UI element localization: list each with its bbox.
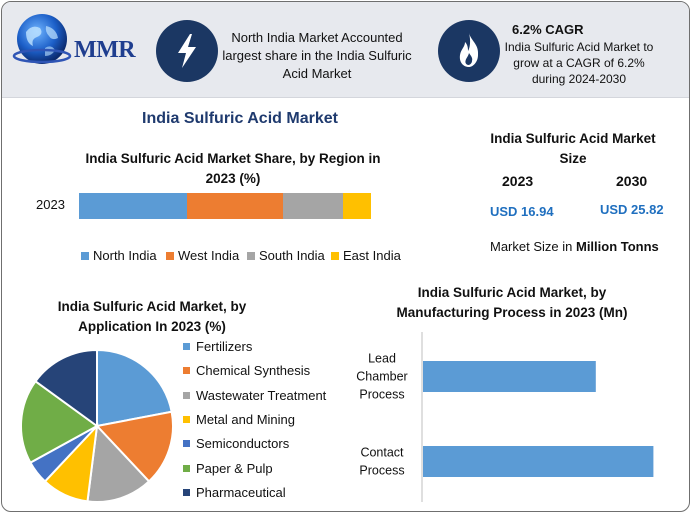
mmr-logo: MMR	[12, 8, 142, 70]
main-title: India Sulfuric Acid Market	[142, 110, 338, 127]
header-band: MMR North India Market Accounted largest…	[2, 2, 689, 98]
legend-swatch	[166, 251, 174, 260]
legend-label: Wastewater Treatment	[196, 387, 327, 403]
cagr-text: India Sulfuric Acid Market to grow at a …	[504, 40, 654, 86]
lightning-bolt-icon	[156, 20, 218, 82]
region-bar-segment-south-india	[283, 193, 343, 219]
region-bar-segment-west-india	[187, 193, 283, 219]
pie-legend-item-fertilizers: Fertilizers	[183, 339, 252, 354]
process-chart-title: India Sulfuric Acid Market, by Manufactu…	[396, 285, 628, 320]
size-unit-prefix: Market Size in	[490, 239, 576, 254]
legend-label: Metal and Mining	[196, 411, 295, 427]
legend-label: West India	[178, 248, 240, 263]
size-year-2030: 2030	[616, 173, 648, 189]
pie-legend-item-paper-pulp: Paper & Pulp	[183, 461, 273, 476]
region-stacked-bar	[79, 193, 371, 219]
legend-label: Paper & Pulp	[196, 460, 273, 476]
legend-swatch	[183, 440, 190, 448]
legend-swatch	[183, 343, 190, 350]
pie-slice-wastewater-treatment	[86, 423, 151, 503]
pie-slice-chemical-synthesis	[95, 410, 174, 483]
legend-swatch	[183, 488, 190, 496]
process-bar-lead-chamber-process	[423, 361, 596, 392]
process-bar-chart: Lead Chamber Process Contact Process	[356, 332, 654, 502]
flame-icon	[438, 20, 500, 82]
region-chart-title: India Sulfuric Acid Market Share, by Reg…	[85, 151, 381, 186]
region-note: North India Market Accounted largest sha…	[222, 30, 412, 81]
application-pie-title: India Sulfuric Acid Market, by Applicati…	[57, 299, 247, 334]
process-bar-contact-process	[423, 446, 654, 477]
legend-label: Chemical Synthesis	[196, 363, 311, 379]
size-unit-bold: Million Tonns	[575, 239, 659, 254]
size-value-2023: USD 16.94	[490, 204, 554, 219]
pie-slice-fertilizers	[96, 348, 173, 428]
pie-legend-item-metal-and-mining: Metal and Mining	[183, 412, 295, 427]
region-legend-item-north-india: North India	[81, 248, 157, 263]
legend-label: Semiconductors	[196, 436, 290, 452]
pie-legend-item-chemical-synthesis: Chemical Synthesis	[183, 363, 310, 378]
region-legend-item-west-india: West India	[166, 248, 239, 263]
region-legend-item-east-india: East India	[331, 248, 401, 263]
pie-slice-paper-pulp	[20, 379, 99, 464]
market-size-title: India Sulfuric Acid Market Size	[490, 131, 656, 166]
legend-label: Fertilizers	[196, 339, 253, 354]
region-bar-segment-north-india	[79, 193, 187, 219]
process-category-label: Contact Process	[359, 446, 404, 478]
legend-label: North India	[93, 248, 157, 263]
logo-text: MMR	[74, 37, 136, 63]
pie-legend-item-wastewater-treatment: Wastewater Treatment	[183, 388, 326, 403]
process-category-label: Lead Chamber Process	[356, 352, 407, 402]
legend-label: East India	[343, 248, 401, 263]
legend-label: South India	[259, 248, 325, 263]
size-year-2023: 2023	[502, 173, 534, 189]
application-pie	[20, 348, 174, 503]
pie-legend-item-semiconductors: Semiconductors	[183, 436, 289, 451]
size-value-2030: USD 25.82	[600, 202, 664, 217]
region-chart-year-label: 2023	[36, 197, 65, 212]
legend-swatch	[183, 391, 190, 399]
legend-swatch	[331, 251, 339, 260]
globe-icon	[12, 14, 72, 64]
legend-swatch	[183, 367, 190, 375]
region-legend-item-south-india: South India	[247, 248, 325, 263]
region-bar-segment-east-india	[343, 193, 371, 219]
legend-label: Pharmaceutical	[196, 484, 286, 500]
legend-swatch	[247, 251, 255, 260]
pie-slice-pharmaceutical	[34, 348, 98, 428]
legend-swatch	[183, 464, 190, 472]
pie-legend-item-pharmaceutical: Pharmaceutical	[183, 485, 286, 500]
cagr-title: 6.2% CAGR	[512, 22, 584, 37]
legend-swatch	[183, 415, 190, 423]
size-unit-note: Market Size in Million Tonns	[490, 239, 659, 254]
legend-swatch	[81, 251, 89, 260]
